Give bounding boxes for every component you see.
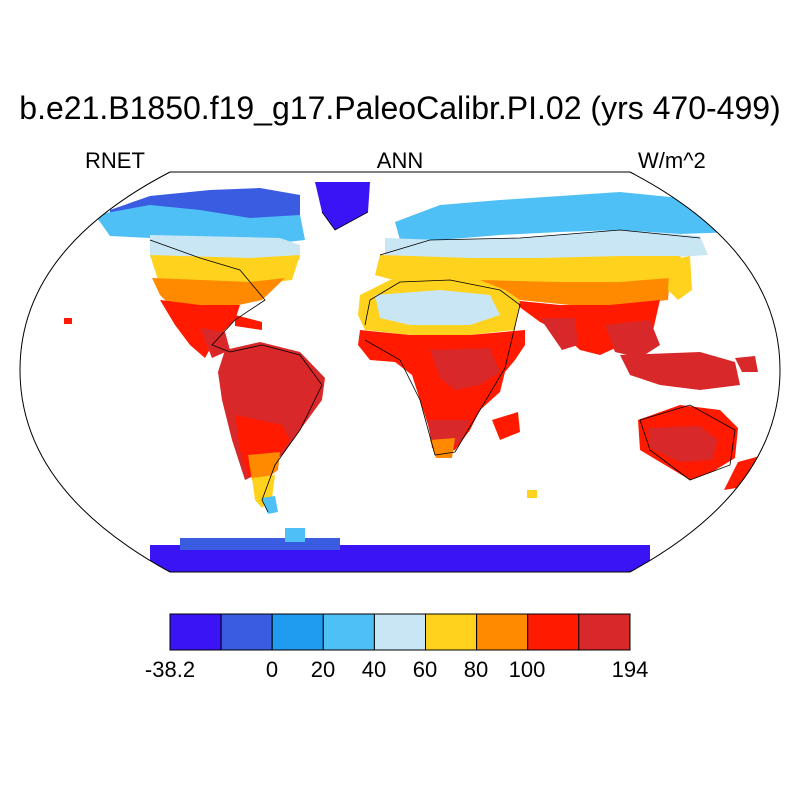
colorbar-box-4	[322, 613, 375, 651]
colorbar-tick-label: 40	[361, 657, 387, 682]
colorbar-tick-label: 0	[265, 657, 279, 682]
land-fields	[64, 182, 764, 572]
colorbar-tick-label: 194	[611, 657, 649, 682]
colorbar-tick-label: 20	[310, 657, 336, 682]
maritime-southeast-asia	[620, 352, 758, 390]
north-america	[95, 188, 305, 358]
colorbar-box-9	[578, 613, 631, 651]
colorbar-box-7	[476, 613, 529, 651]
units-label: W/m^2	[638, 148, 706, 173]
colorbar	[169, 613, 631, 651]
colorbar-tick-label: 80	[463, 657, 489, 682]
colorbar-tick-label: 60	[412, 657, 438, 682]
colorbar-tick-label: -38.2	[144, 657, 196, 682]
colorbar-box-3	[271, 613, 324, 651]
greenland	[315, 182, 370, 230]
colorbar-tick-label: 100	[508, 657, 546, 682]
colorbar-box-5	[373, 613, 426, 651]
africa	[358, 278, 525, 458]
map-boundary	[19, 171, 781, 573]
australia	[638, 405, 764, 490]
colorbar-box-8	[527, 613, 580, 651]
plot-title: b.e21.B1850.f19_g17.PaleoCalibr.PI.02 (y…	[19, 90, 781, 126]
eurasia	[375, 192, 740, 358]
variable-label: RNET	[85, 148, 145, 173]
season-label: ANN	[376, 148, 424, 173]
coastlines	[149, 211, 736, 513]
colorbar-box-6	[425, 613, 478, 651]
colorbar-box-2	[220, 613, 273, 651]
south-america	[218, 342, 325, 514]
colorbar-box-1	[169, 613, 222, 651]
